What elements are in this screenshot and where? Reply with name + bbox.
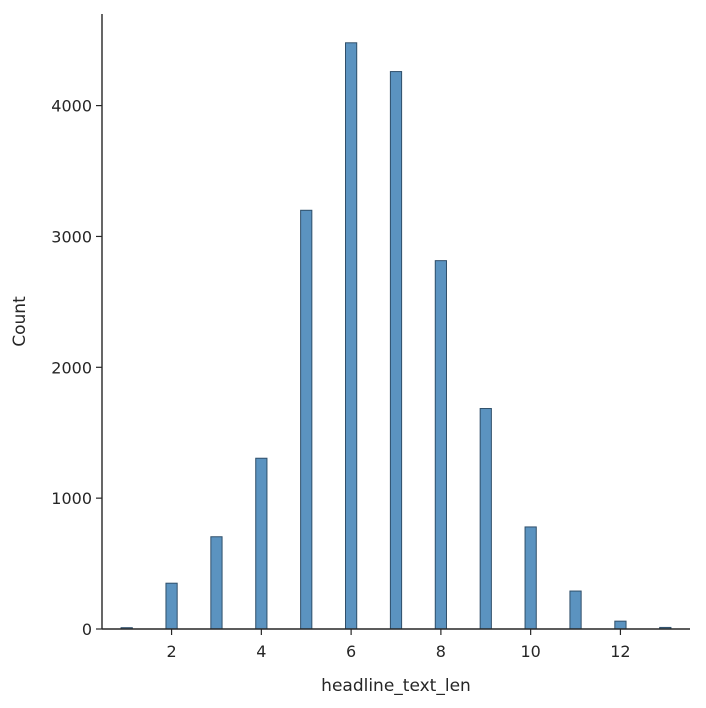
bar-12 — [614, 620, 627, 630]
bar-3 — [210, 536, 223, 630]
bar-2 — [165, 582, 178, 630]
y-tick-label-1000: 1000 — [51, 489, 92, 508]
x-tick-label-8: 8 — [436, 642, 446, 661]
x-axis-label: headline_text_len — [321, 676, 471, 696]
y-tick-label-2000: 2000 — [51, 358, 92, 377]
x-tick-label-6: 6 — [346, 642, 356, 661]
bar-4 — [255, 457, 268, 630]
y-tick-label-4000: 4000 — [51, 97, 92, 116]
x-tick-label-4: 4 — [256, 642, 266, 661]
bar-11 — [569, 590, 582, 630]
y-tick-label-3000: 3000 — [51, 227, 92, 246]
y-axis-label: Count — [10, 296, 30, 347]
bar-8 — [434, 260, 447, 630]
bar-10 — [524, 526, 537, 630]
bar-6 — [345, 42, 358, 630]
x-tick-label-10: 10 — [520, 642, 540, 661]
bar-9 — [479, 408, 492, 630]
y-ticks-group: 0 1000 2000 3000 4000 — [51, 97, 102, 639]
bar-5 — [300, 209, 313, 630]
x-ticks-group: 2 4 6 8 10 12 — [166, 629, 631, 661]
bar-7 — [389, 71, 403, 630]
y-tick-label-0: 0 — [82, 620, 92, 639]
x-tick-label-12: 12 — [610, 642, 630, 661]
bars-group — [120, 42, 672, 630]
x-tick-label-2: 2 — [166, 642, 176, 661]
